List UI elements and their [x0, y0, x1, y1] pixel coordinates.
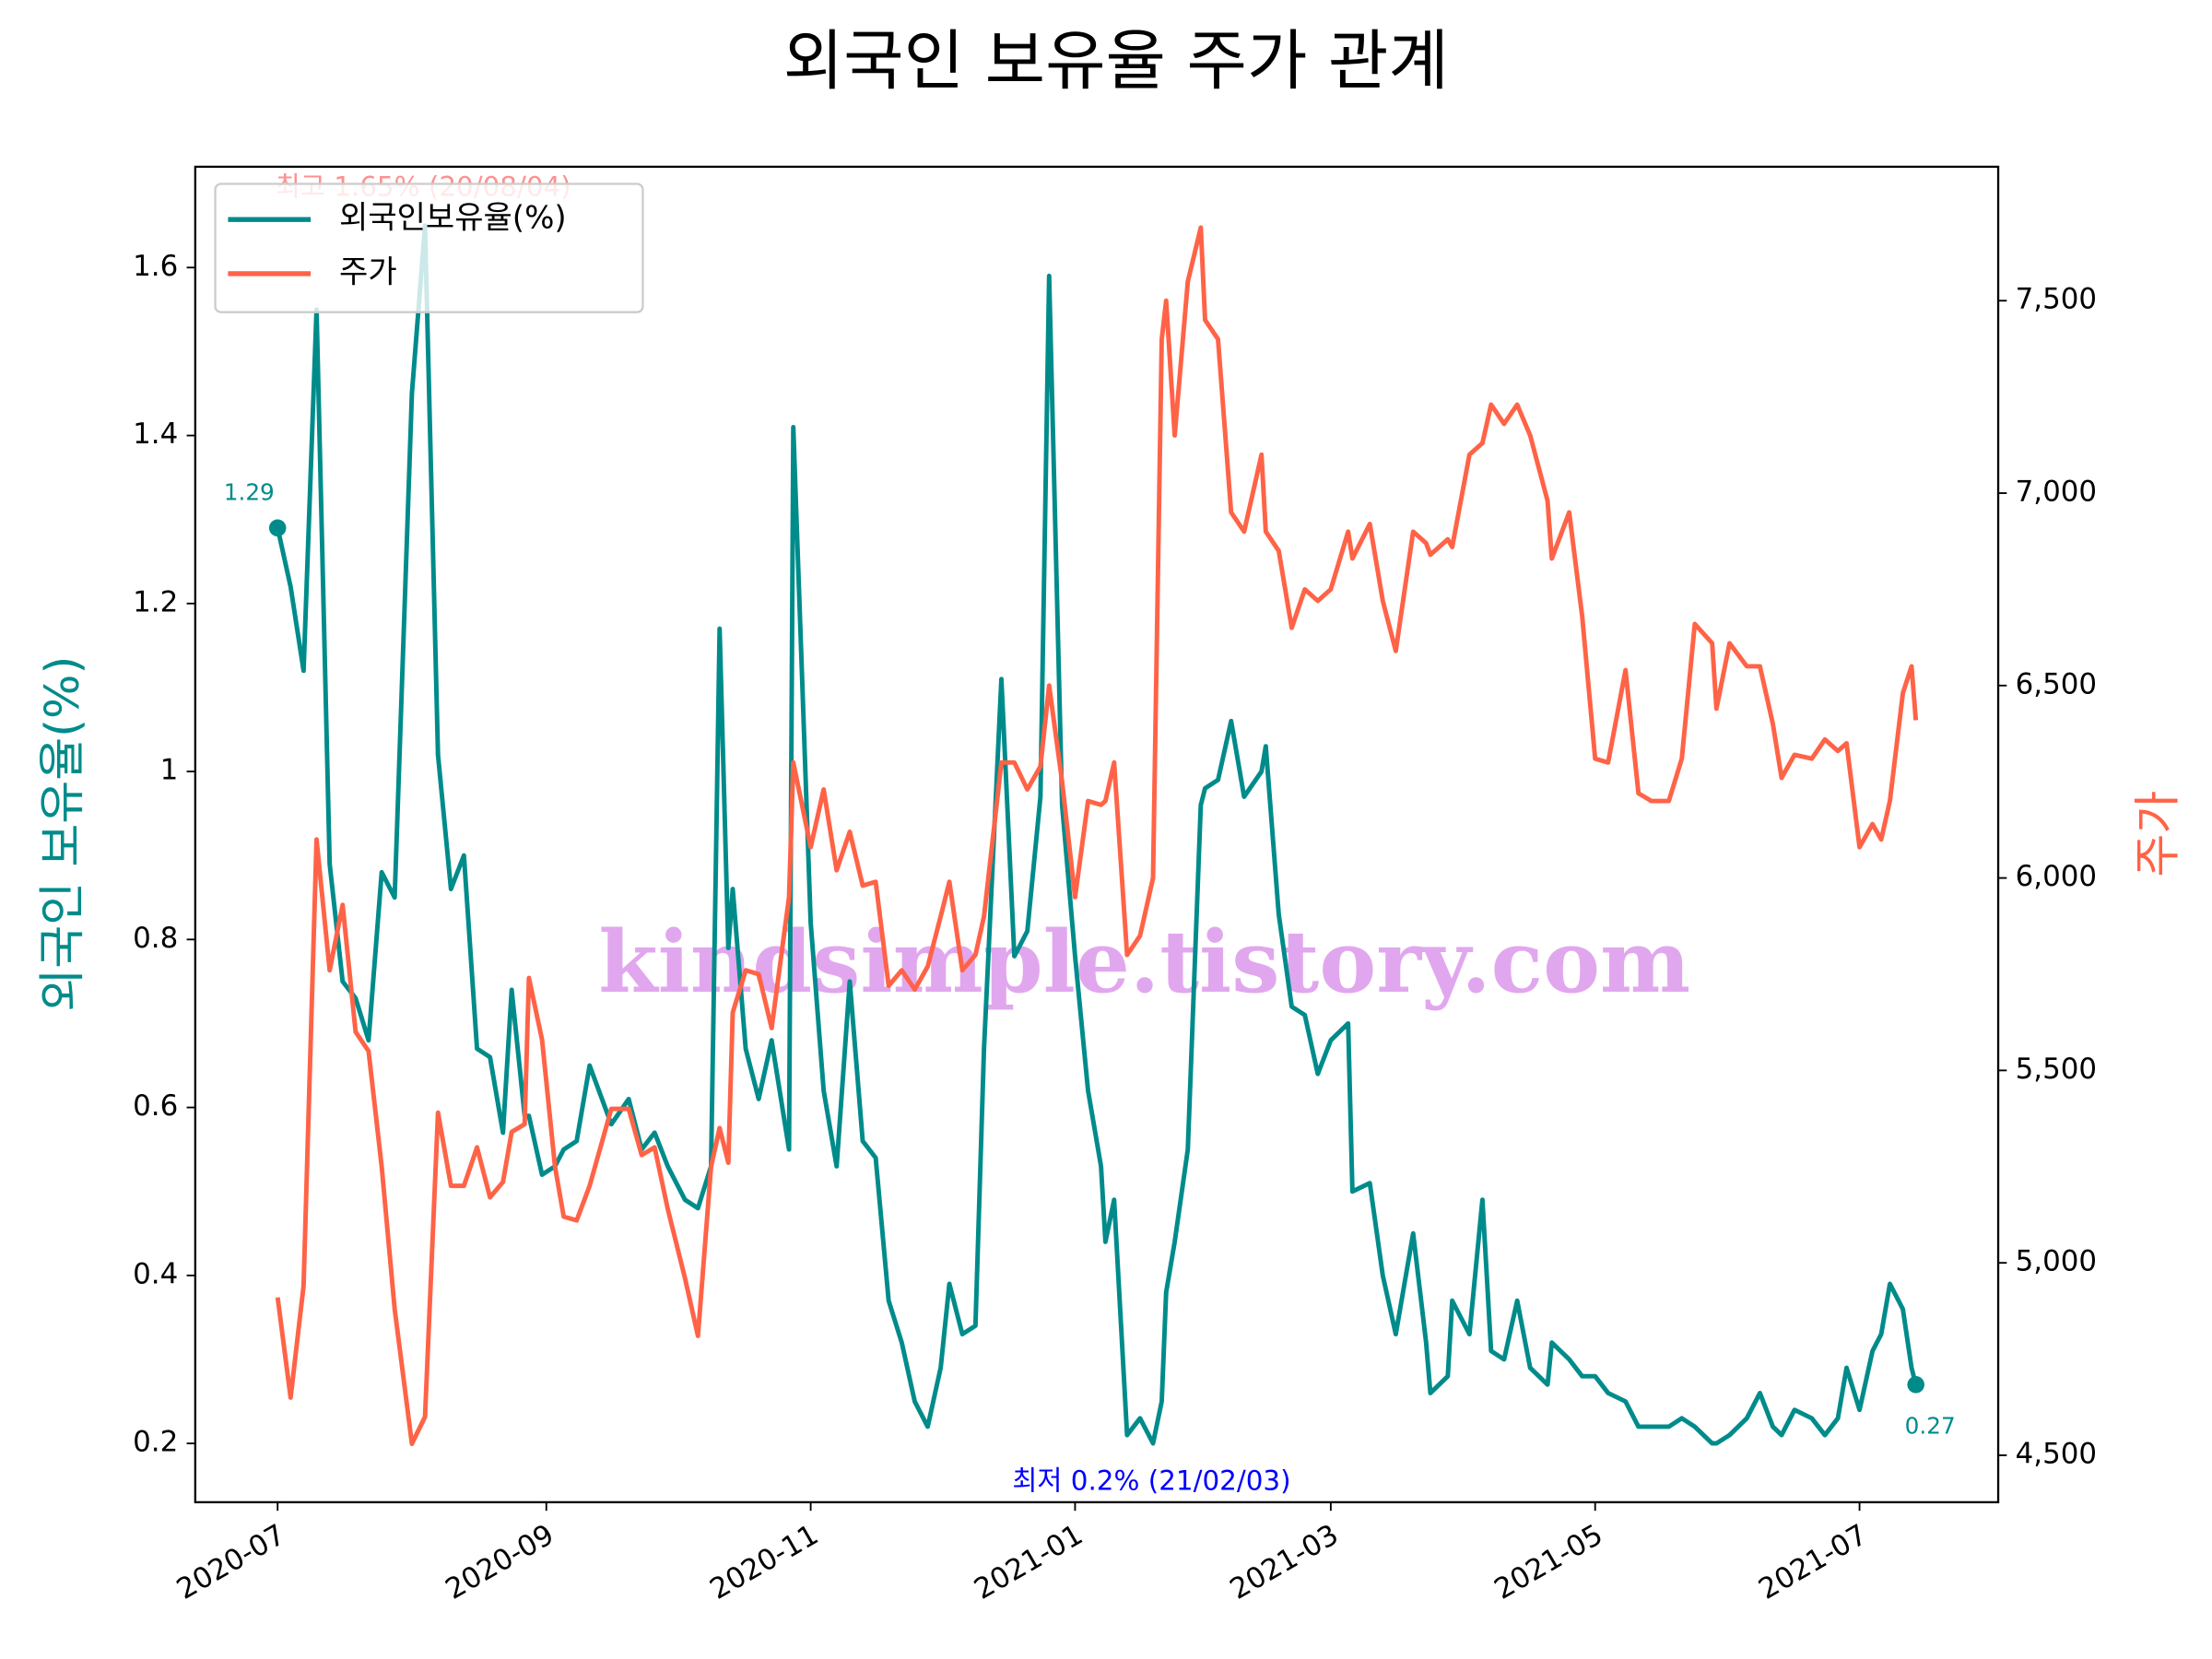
series-line — [275, 225, 1919, 1446]
y-tick-label: 0.4 — [133, 1257, 178, 1290]
data-label: 1.29 — [224, 479, 275, 506]
legend-label: 외국인보유율(%) — [339, 200, 567, 237]
y-tick-label: 1.2 — [133, 585, 178, 618]
y-tick-label: 1.4 — [133, 418, 178, 451]
y-tick-label: 0.6 — [133, 1089, 178, 1123]
end-point — [268, 519, 287, 537]
legend-box — [214, 182, 644, 313]
data-label: 0.27 — [1905, 1413, 1956, 1440]
y2-axis-label: 주가 — [2131, 791, 2185, 877]
y-tick-label: 1 — [160, 754, 179, 787]
y2-tick-label: 4,500 — [2016, 1437, 2097, 1470]
annotation: 최저 0.2% (21/02/03) — [1012, 1465, 1290, 1497]
axes-frame — [194, 165, 2000, 1504]
y-tick-label: 1.6 — [133, 250, 178, 283]
legend-label: 주가 — [339, 253, 397, 290]
y-axis-label: 외국인 보유율(%) — [36, 656, 90, 1012]
y2-tick-label: 5,500 — [2016, 1053, 2097, 1086]
y2-tick-label: 7,000 — [2016, 476, 2097, 509]
y2-tick-label: 6,500 — [2016, 667, 2097, 700]
legend: 외국인보유율(%) 주가 — [214, 182, 644, 313]
chart-title: 외국인 보유율 주가 관계 — [783, 23, 1449, 100]
y2-tick-label: 6,000 — [2016, 860, 2097, 893]
end-point — [1907, 1376, 1924, 1394]
y2-tick-label: 7,500 — [2016, 283, 2097, 316]
y2-tick-label: 5,000 — [2016, 1245, 2097, 1278]
y-tick-label: 0.8 — [133, 922, 178, 955]
y-tick-label: 0.2 — [133, 1426, 178, 1459]
